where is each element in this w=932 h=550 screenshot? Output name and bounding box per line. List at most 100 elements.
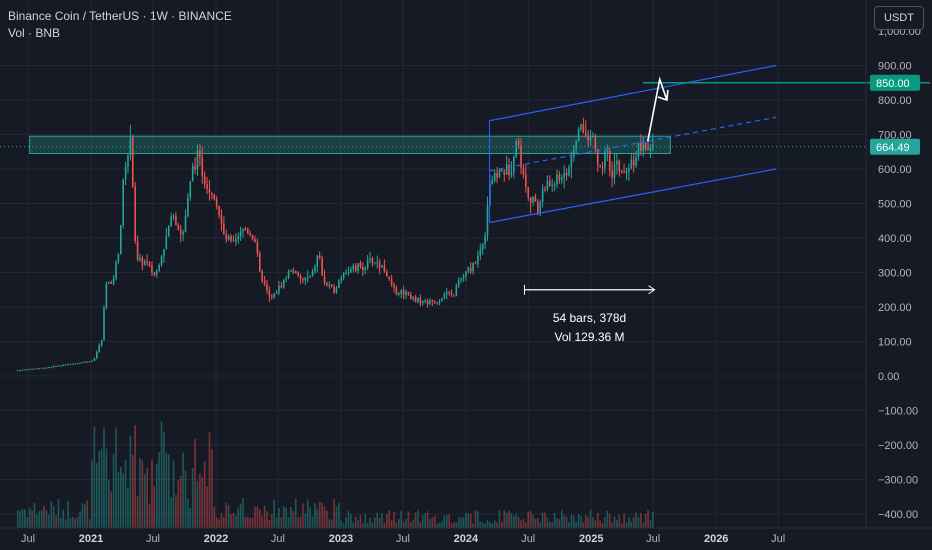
volume-bar: [611, 522, 613, 528]
volume-bar: [67, 500, 69, 528]
volume-bar: [309, 507, 311, 528]
time-tick-label: Jul: [521, 533, 535, 545]
volume-bar: [117, 471, 120, 528]
price-tick-label: 500.00: [878, 199, 912, 211]
candle-body: [302, 278, 304, 281]
candle-body: [33, 368, 36, 370]
volume-bar: [139, 457, 141, 528]
volume-bar: [84, 504, 86, 528]
candle-body: [261, 271, 263, 282]
candle-body: [419, 297, 422, 304]
candle-body: [620, 171, 623, 173]
candle-body: [582, 124, 585, 134]
volume-bar: [352, 522, 355, 528]
volume-bar: [342, 523, 345, 528]
candle-body: [88, 361, 91, 363]
volume-bar: [304, 513, 307, 528]
candle-body: [472, 262, 474, 272]
candle-body: [644, 142, 647, 149]
candle-body: [409, 294, 412, 299]
volume-bar: [431, 517, 434, 528]
candle-body: [592, 136, 594, 138]
symbol-title[interactable]: Binance Coin / TetherUS · 1W · BINANCE: [8, 9, 232, 23]
candle-body: [124, 166, 127, 180]
candle-body: [119, 224, 122, 255]
volume-bar: [19, 510, 21, 528]
volume-bar: [93, 426, 96, 528]
volume-bar: [316, 508, 319, 528]
candle-body: [129, 137, 132, 156]
forecast-arrow: [646, 76, 669, 142]
candle-body: [611, 170, 613, 178]
candle-body: [608, 150, 611, 171]
candle-body: [285, 277, 287, 280]
volume-bar: [345, 517, 347, 528]
candle-body: [139, 257, 141, 260]
time-tick-label: Jul: [21, 533, 35, 545]
candle-body: [594, 136, 597, 149]
candle-body: [460, 278, 462, 281]
volume-bar: [175, 494, 177, 528]
candle-body: [369, 258, 371, 261]
candle-body: [630, 159, 633, 168]
volume-bar: [141, 460, 144, 528]
candle-body: [599, 165, 601, 168]
candle-body: [117, 254, 120, 262]
candle-body: [81, 362, 84, 364]
volume-bar: [215, 517, 218, 528]
candle-body: [292, 270, 295, 273]
candle-body: [493, 173, 496, 181]
volume-bar: [592, 517, 594, 528]
candle-body: [513, 156, 515, 173]
volume-bar: [129, 435, 132, 528]
candle-body: [479, 249, 482, 256]
volume-bar: [599, 520, 601, 528]
time-axis[interactable]: Jul 2021 Jul 2022 Jul 2023 Jul 2024 Jul 2025 Jul 20…: [0, 527, 932, 545]
candle-body: [21, 369, 24, 371]
volume-bar: [606, 510, 609, 528]
candle-body: [115, 261, 117, 279]
last-price-label: 664.49: [876, 142, 910, 154]
volume-bar: [194, 439, 196, 528]
candle-body: [160, 256, 163, 266]
candle-body: [383, 265, 386, 272]
candle-body: [203, 176, 206, 185]
candle-body: [496, 173, 498, 178]
volume-bar: [213, 506, 216, 528]
volume-bar: [529, 510, 532, 528]
volume-bar: [563, 515, 565, 528]
candle-body: [98, 345, 101, 352]
volume-bar: [247, 516, 249, 528]
volume-bar: [580, 515, 582, 528]
price-tick-label: 0.00: [878, 371, 899, 383]
price-tick-label: 300.00: [878, 268, 912, 280]
volume-bar: [445, 514, 448, 528]
candle-body: [333, 286, 335, 293]
volume-bar: [393, 512, 395, 528]
candle-body: [457, 280, 460, 286]
candle-body: [520, 144, 522, 169]
currency-button[interactable]: USDT: [874, 6, 924, 30]
candle-body: [36, 368, 38, 370]
volume-bar: [441, 521, 443, 528]
volume-bar: [72, 516, 74, 528]
candle-body: [76, 363, 79, 365]
channel-lower-line: [489, 168, 777, 224]
volume-bar: [50, 501, 53, 528]
volume-bar: [546, 517, 549, 528]
volume-bar: [649, 520, 652, 528]
volume-bar: [115, 427, 117, 528]
candle-body: [206, 184, 208, 190]
candle-body: [371, 258, 374, 263]
candle-body: [218, 206, 220, 216]
candle-body: [556, 174, 558, 185]
candle-body: [282, 279, 285, 288]
candle-body: [306, 276, 309, 278]
candle-body: [450, 292, 453, 295]
candle-body: [388, 276, 391, 279]
volume-bar: [158, 452, 160, 528]
volume-bar: [424, 513, 426, 528]
volume-bar: [26, 517, 29, 528]
volume-bar: [323, 506, 326, 528]
